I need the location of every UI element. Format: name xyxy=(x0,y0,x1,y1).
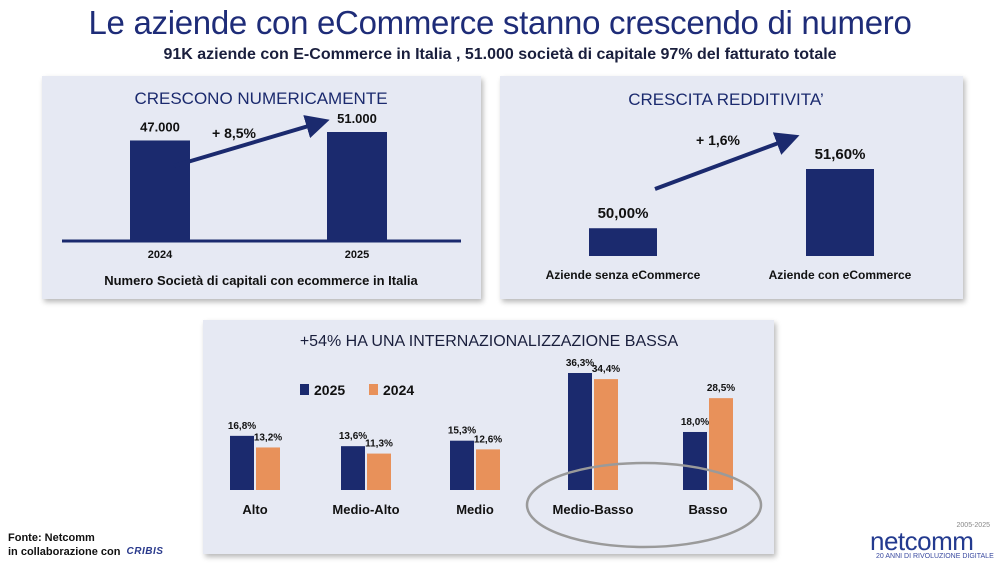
data-label: 12,6% xyxy=(474,434,502,445)
x-tick-label: Aziende senza eCommerce xyxy=(546,268,701,282)
bar-2025-Basso xyxy=(683,431,707,490)
bar-2024 xyxy=(130,140,190,240)
x-tick-label: Medio-Basso xyxy=(553,502,634,517)
data-label: 50,00% xyxy=(598,205,649,222)
bar-senza xyxy=(589,228,657,256)
x-tick-label: Medio xyxy=(456,502,494,517)
highlight-ellipse xyxy=(525,461,763,549)
data-label: 15,3% xyxy=(448,426,476,437)
source-line-1: Fonte: Netcomm xyxy=(8,532,95,544)
legend-swatch-2025 xyxy=(300,384,309,395)
x-tick-label: Aziende con eCommerce xyxy=(769,268,912,282)
partner-logo: CRIBIS xyxy=(126,546,164,558)
source-note: Fonte: Netcomm in collaborazione con CRI… xyxy=(8,531,163,559)
bar-2024-Medio xyxy=(476,449,500,490)
brand-name: netcomm xyxy=(870,526,974,556)
x-axis-label: Numero Società di capitali con ecommerce… xyxy=(104,273,418,288)
chart-panel-internationalization: +54% HA UNA INTERNAZIONALIZZAZIONE BASSA… xyxy=(203,320,774,554)
data-label: 51,60% xyxy=(815,146,866,163)
legend-label: 2025 xyxy=(314,382,345,398)
bar-2025-Alto xyxy=(230,435,254,490)
brand-tagline: 20 ANNI DI RIVOLUZIONE DIGITALE xyxy=(876,553,994,560)
growth-arrow xyxy=(654,132,800,191)
data-label: 18,0% xyxy=(681,417,709,428)
bar-2024-Medio-Basso xyxy=(594,379,618,490)
data-label: 13,2% xyxy=(254,432,282,443)
source-line-2: in collaborazione con xyxy=(8,546,121,558)
bar-2025-Medio-Alto xyxy=(341,446,365,490)
data-label: 36,3% xyxy=(566,358,594,369)
page-title: Le aziende con eCommerce stanno crescend… xyxy=(88,4,912,41)
netcomm-logo: 2005-2025 netcomm 20 ANNI DI RIVOLUZIONE… xyxy=(870,522,994,562)
legend-label: 2024 xyxy=(383,382,414,398)
growth-chart: CRESCONO NUMERICAMENTE 47.000 2024 51.000 20… xyxy=(62,89,461,288)
data-label: 13,6% xyxy=(339,431,367,442)
growth-arrow xyxy=(173,115,330,168)
chart-title: CRESCONO NUMERICAMENTE xyxy=(134,89,387,108)
data-label: 11,3% xyxy=(365,439,393,450)
x-tick-label: Medio-Alto xyxy=(332,502,399,517)
growth-annotation: + 1,6% xyxy=(696,132,741,148)
bar-2024-Alto xyxy=(256,447,280,490)
page-subtitle: 91K aziende con E-Commerce in Italia , 5… xyxy=(163,46,837,63)
data-label: 16,8% xyxy=(228,421,256,432)
chart-title: +54% HA UNA INTERNAZIONALIZZAZIONE BASSA xyxy=(300,333,679,350)
data-label: 47.000 xyxy=(140,119,180,134)
data-label: 28,5% xyxy=(707,383,735,394)
bar-2024-Basso xyxy=(709,398,733,490)
growth-annotation: + 8,5% xyxy=(212,125,257,141)
bar-con xyxy=(806,169,874,256)
bar-2025 xyxy=(327,132,387,240)
bar-2024-Medio-Alto xyxy=(367,453,391,490)
legend-swatch-2024 xyxy=(369,384,378,395)
x-tick-label: 2024 xyxy=(148,249,173,261)
data-label: 51.000 xyxy=(337,111,377,126)
profitability-chart: CRESCITA REDDITIVITA’ 50,00% Aziende senza… xyxy=(546,90,912,282)
bar-2025-Medio xyxy=(450,440,474,490)
x-tick-label: Alto xyxy=(242,502,267,517)
chart-panel-growth: CRESCONO NUMERICAMENTE 47.000 2024 51.000 20… xyxy=(42,76,481,299)
chart-title: CRESCITA REDDITIVITA’ xyxy=(628,90,824,109)
internationalization-chart: +54% HA UNA INTERNAZIONALIZZAZIONE BASSA… xyxy=(228,333,763,549)
x-tick-label: 2025 xyxy=(345,249,369,261)
x-tick-label: Basso xyxy=(688,502,727,517)
data-label: 34,4% xyxy=(592,364,620,375)
brand-years: 2005-2025 xyxy=(956,522,990,529)
chart-panel-profitability: CRESCITA REDDITIVITA’ 50,00% Aziende senza… xyxy=(500,76,963,299)
